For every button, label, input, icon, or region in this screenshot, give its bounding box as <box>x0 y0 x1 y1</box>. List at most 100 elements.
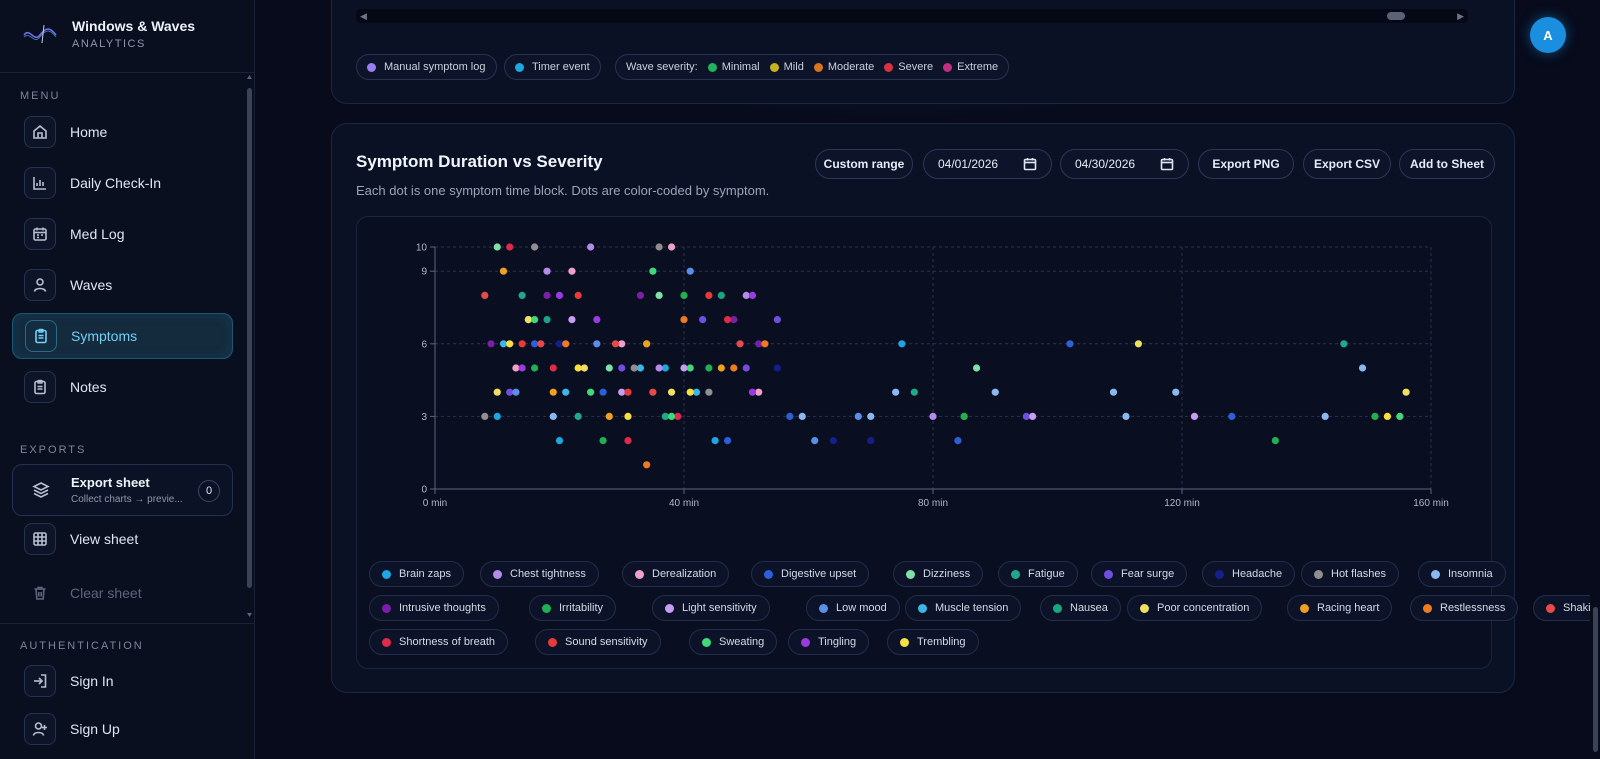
legend-dot <box>707 62 717 72</box>
sidebar-scrollbar[interactable] <box>247 75 252 620</box>
scroll-right-icon[interactable]: ▶ <box>1457 11 1464 21</box>
sidebar-scrollbar-thumb[interactable] <box>247 88 252 588</box>
scroll-up-icon <box>247 75 252 79</box>
data-point <box>1109 388 1118 396</box>
divider <box>0 72 255 73</box>
legend-dot <box>918 603 927 613</box>
legend-item[interactable]: Hot flashes <box>1301 561 1400 587</box>
legend-dot <box>382 569 391 579</box>
nav-item-symptoms[interactable]: Symptoms <box>12 313 233 359</box>
legend-item[interactable]: Sound sensitivity <box>535 629 661 655</box>
export-sheet-button[interactable]: Export sheet Collect charts → previe... … <box>12 464 233 516</box>
legend-dot <box>900 637 909 647</box>
date-to-input[interactable]: 04/30/2026 <box>1060 149 1189 179</box>
legend-item[interactable]: Muscle tension <box>905 595 1022 621</box>
legend-dot <box>1215 569 1224 579</box>
data-point <box>742 364 750 372</box>
legend-dot <box>813 62 823 72</box>
nav-item-home[interactable]: Home <box>12 109 233 155</box>
data-point <box>705 291 713 299</box>
nav-item-notes[interactable]: Notes <box>12 364 233 410</box>
legend-item[interactable]: Shaking <box>1533 595 1600 621</box>
data-point <box>1172 388 1180 396</box>
data-point <box>1358 364 1367 372</box>
severity-label: Moderate <box>827 61 875 73</box>
data-point <box>555 437 564 445</box>
nav-item-med-log[interactable]: Med Log <box>12 211 233 257</box>
data-point <box>1022 412 1030 420</box>
legend-item[interactable]: Nausea <box>1040 595 1121 621</box>
data-point <box>574 364 582 372</box>
nav-item-label: Waves <box>70 277 113 293</box>
legend-item[interactable]: Irritability <box>529 595 617 621</box>
sign-in-button[interactable]: Sign In <box>12 658 233 704</box>
legend-item[interactable]: Brain zaps <box>369 561 464 587</box>
legend-item[interactable]: Racing heart <box>1287 595 1393 621</box>
data-point <box>506 243 514 251</box>
legend-item[interactable]: Fatigue <box>998 561 1078 587</box>
page-scrollbar[interactable] <box>1590 0 1600 759</box>
user-avatar[interactable]: A <box>1530 17 1566 53</box>
legend-item[interactable]: Chest tightness <box>480 561 599 587</box>
horizontal-scrollbar-thumb[interactable] <box>1387 12 1405 20</box>
timeline-horizontal-scrollbar[interactable]: ◀ ▶ <box>356 9 1468 23</box>
legend-dot <box>367 62 376 72</box>
legend-label: Chest tightness <box>510 568 586 580</box>
nav-item-waves[interactable]: Waves <box>12 262 233 308</box>
nav-item-label: Daily Check-In <box>70 175 162 191</box>
clear-sheet-button[interactable]: Clear sheet <box>12 570 233 616</box>
legend-item[interactable]: Trembling <box>887 629 979 655</box>
data-point <box>493 412 501 420</box>
legend-item[interactable]: Tingling <box>788 629 870 655</box>
legend-item[interactable]: Fear surge <box>1091 561 1188 587</box>
legend-item[interactable]: Sweating <box>689 629 778 655</box>
nav-item-daily-check-in[interactable]: Daily Check-In <box>12 160 233 206</box>
legend-label: Intrusive thoughts <box>399 602 486 614</box>
legend-item[interactable]: Headache <box>1202 561 1296 587</box>
legend-item[interactable]: Light sensitivity <box>652 595 770 621</box>
legend-label: Dizziness <box>923 568 971 580</box>
legend-item[interactable]: Digestive upset <box>751 561 870 587</box>
data-point <box>549 364 557 372</box>
legend-label: Sound sensitivity <box>565 636 648 648</box>
sign-up-label: Sign Up <box>70 721 120 737</box>
severity-label: Minimal <box>721 61 760 73</box>
export-csv-button[interactable]: Export CSV <box>1303 149 1391 179</box>
data-point <box>562 388 570 396</box>
legend-item[interactable]: Low mood <box>806 595 900 621</box>
calendar-icon[interactable] <box>1160 157 1174 171</box>
nav-item-label: Med Log <box>70 226 125 242</box>
scroll-left-icon[interactable]: ◀ <box>360 11 367 21</box>
data-point <box>593 340 601 348</box>
data-point <box>562 340 570 348</box>
legend-label: Trembling <box>917 636 966 648</box>
custom-range-button[interactable]: Custom range <box>815 149 913 179</box>
view-sheet-button[interactable]: View sheet <box>12 516 233 562</box>
legend-item[interactable]: Dizziness <box>893 561 984 587</box>
legend-label: Hot flashes <box>1331 568 1387 580</box>
export-png-button[interactable]: Export PNG <box>1198 149 1294 179</box>
data-point <box>543 267 551 275</box>
legend-item[interactable]: Intrusive thoughts <box>369 595 499 621</box>
brand[interactable]: Windows & Waves ANALYTICS <box>22 18 195 50</box>
y-tick-label: 0 <box>421 485 427 496</box>
add-to-sheet-button[interactable]: Add to Sheet <box>1399 149 1495 179</box>
legend-item[interactable]: Poor concentration <box>1127 595 1263 621</box>
calendar-icon[interactable] <box>1023 157 1037 171</box>
date-from-input[interactable]: 04/01/2026 <box>923 149 1052 179</box>
severity-label: Mild <box>783 61 804 73</box>
sign-up-button[interactable]: Sign Up <box>12 706 233 752</box>
legend-item[interactable]: Derealization <box>622 561 730 587</box>
data-point <box>555 291 564 299</box>
legend-label: Sweating <box>719 636 765 648</box>
data-point <box>773 364 781 372</box>
page-scrollbar-thumb[interactable] <box>1593 607 1598 752</box>
legend-item[interactable]: Shortness of breath <box>369 629 509 655</box>
data-point <box>531 340 539 348</box>
data-point <box>892 388 900 396</box>
legend-item[interactable]: Restlessness <box>1410 595 1519 621</box>
legend-item[interactable]: Insomnia <box>1418 561 1506 587</box>
data-point <box>748 388 757 396</box>
data-point <box>618 340 626 348</box>
clipboard-icon <box>24 371 56 403</box>
